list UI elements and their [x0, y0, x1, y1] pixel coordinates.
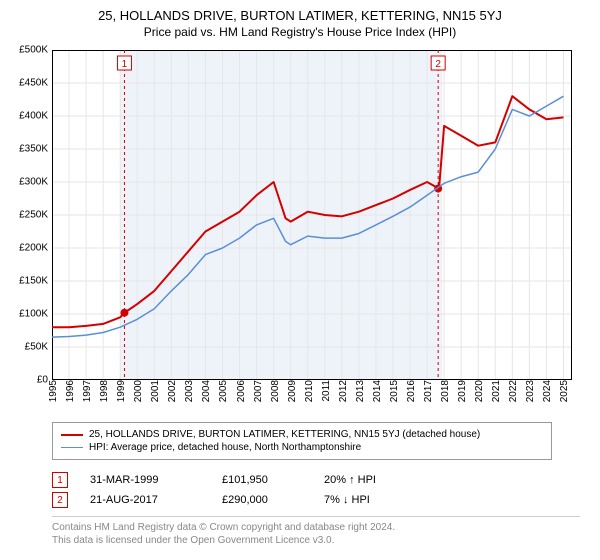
event-marker: 2	[52, 492, 68, 508]
x-axis-tick: 2008	[270, 380, 281, 402]
x-axis-tick: 2017	[423, 380, 434, 402]
x-axis-tick: 1995	[48, 380, 59, 402]
footer-line-1: Contains HM Land Registry data © Crown c…	[52, 521, 580, 534]
event-price: £290,000	[222, 494, 302, 506]
x-axis-tick: 2009	[287, 380, 298, 402]
y-axis-tick: £100K	[19, 309, 48, 320]
event-date: 21-AUG-2017	[90, 494, 200, 506]
x-axis-tick: 1998	[99, 380, 110, 402]
event-row: 1 31-MAR-1999 £101,950 20% ↑ HPI	[52, 470, 376, 490]
x-axis-tick: 2015	[389, 380, 400, 402]
x-axis-tick: 1999	[116, 380, 127, 402]
legend-item: 25, HOLLANDS DRIVE, BURTON LATIMER, KETT…	[61, 428, 543, 441]
x-axis-tick: 2007	[253, 380, 264, 402]
x-axis-tick: 2011	[321, 380, 332, 402]
event-date: 31-MAR-1999	[90, 474, 200, 486]
event-marker: 1	[52, 472, 68, 488]
x-axis-tick: 2013	[355, 380, 366, 402]
x-axis-tick: 2014	[372, 380, 383, 402]
event-price: £101,950	[222, 474, 302, 486]
x-axis-tick: 2012	[338, 380, 349, 402]
y-axis-tick: £300K	[19, 177, 48, 188]
x-axis-tick: 2005	[218, 380, 229, 402]
price-chart: 12 £0£50K£100K£150K£200K£250K£300K£350K£…	[52, 50, 572, 380]
x-axis-tick: 2000	[133, 380, 144, 402]
legend-label: 25, HOLLANDS DRIVE, BURTON LATIMER, KETT…	[89, 429, 480, 440]
event-table: 1 31-MAR-1999 £101,950 20% ↑ HPI 2 21-AUG-201…	[52, 470, 376, 510]
x-axis-tick: 2018	[440, 380, 451, 402]
footer: Contains HM Land Registry data © Crown c…	[52, 516, 580, 547]
x-axis-tick: 2006	[236, 380, 247, 402]
x-axis-tick: 2024	[542, 380, 553, 402]
y-axis-tick: £150K	[19, 276, 48, 287]
legend-label: HPI: Average price, detached house, Nort…	[89, 442, 361, 453]
event-row: 2 21-AUG-2017 £290,000 7% ↓ HPI	[52, 490, 376, 510]
y-axis-tick: £450K	[19, 78, 48, 89]
y-axis-tick: £50K	[25, 342, 48, 353]
x-axis-tick: 2023	[525, 380, 536, 402]
x-axis-tick: 2025	[559, 380, 570, 402]
chart-svg: 12	[52, 50, 572, 380]
event-delta: 7% ↓ HPI	[324, 494, 370, 506]
event-delta: 20% ↑ HPI	[324, 474, 376, 486]
x-axis-tick: 1997	[82, 380, 93, 402]
x-axis-tick: 2004	[201, 380, 212, 402]
legend-item: HPI: Average price, detached house, Nort…	[61, 441, 543, 454]
x-axis-tick: 2019	[457, 380, 468, 402]
x-axis-tick: 2002	[167, 380, 178, 402]
chart-legend: 25, HOLLANDS DRIVE, BURTON LATIMER, KETT…	[52, 422, 552, 460]
y-axis-tick: £200K	[19, 243, 48, 254]
y-axis-tick: £250K	[19, 210, 48, 221]
x-axis-tick: 2003	[184, 380, 195, 402]
footer-line-2: This data is licensed under the Open Gov…	[52, 534, 580, 547]
x-axis-tick: 2022	[508, 380, 519, 402]
x-axis-tick: 2001	[150, 380, 161, 402]
x-axis-tick: 1996	[65, 380, 76, 402]
y-axis-tick: £500K	[19, 45, 48, 56]
x-axis-tick: 2020	[474, 380, 485, 402]
y-axis-tick: £350K	[19, 144, 48, 155]
y-axis-tick: £0	[37, 375, 48, 386]
x-axis-tick: 2021	[491, 380, 502, 402]
svg-text:2: 2	[435, 59, 441, 70]
page-title: 25, HOLLANDS DRIVE, BURTON LATIMER, KETT…	[0, 0, 600, 23]
legend-swatch	[61, 434, 83, 436]
y-axis-tick: £400K	[19, 111, 48, 122]
x-axis-tick: 2010	[304, 380, 315, 402]
legend-swatch	[61, 447, 83, 448]
x-axis-tick: 2016	[406, 380, 417, 402]
page-subtitle: Price paid vs. HM Land Registry's House …	[0, 23, 600, 45]
svg-text:1: 1	[122, 59, 128, 70]
